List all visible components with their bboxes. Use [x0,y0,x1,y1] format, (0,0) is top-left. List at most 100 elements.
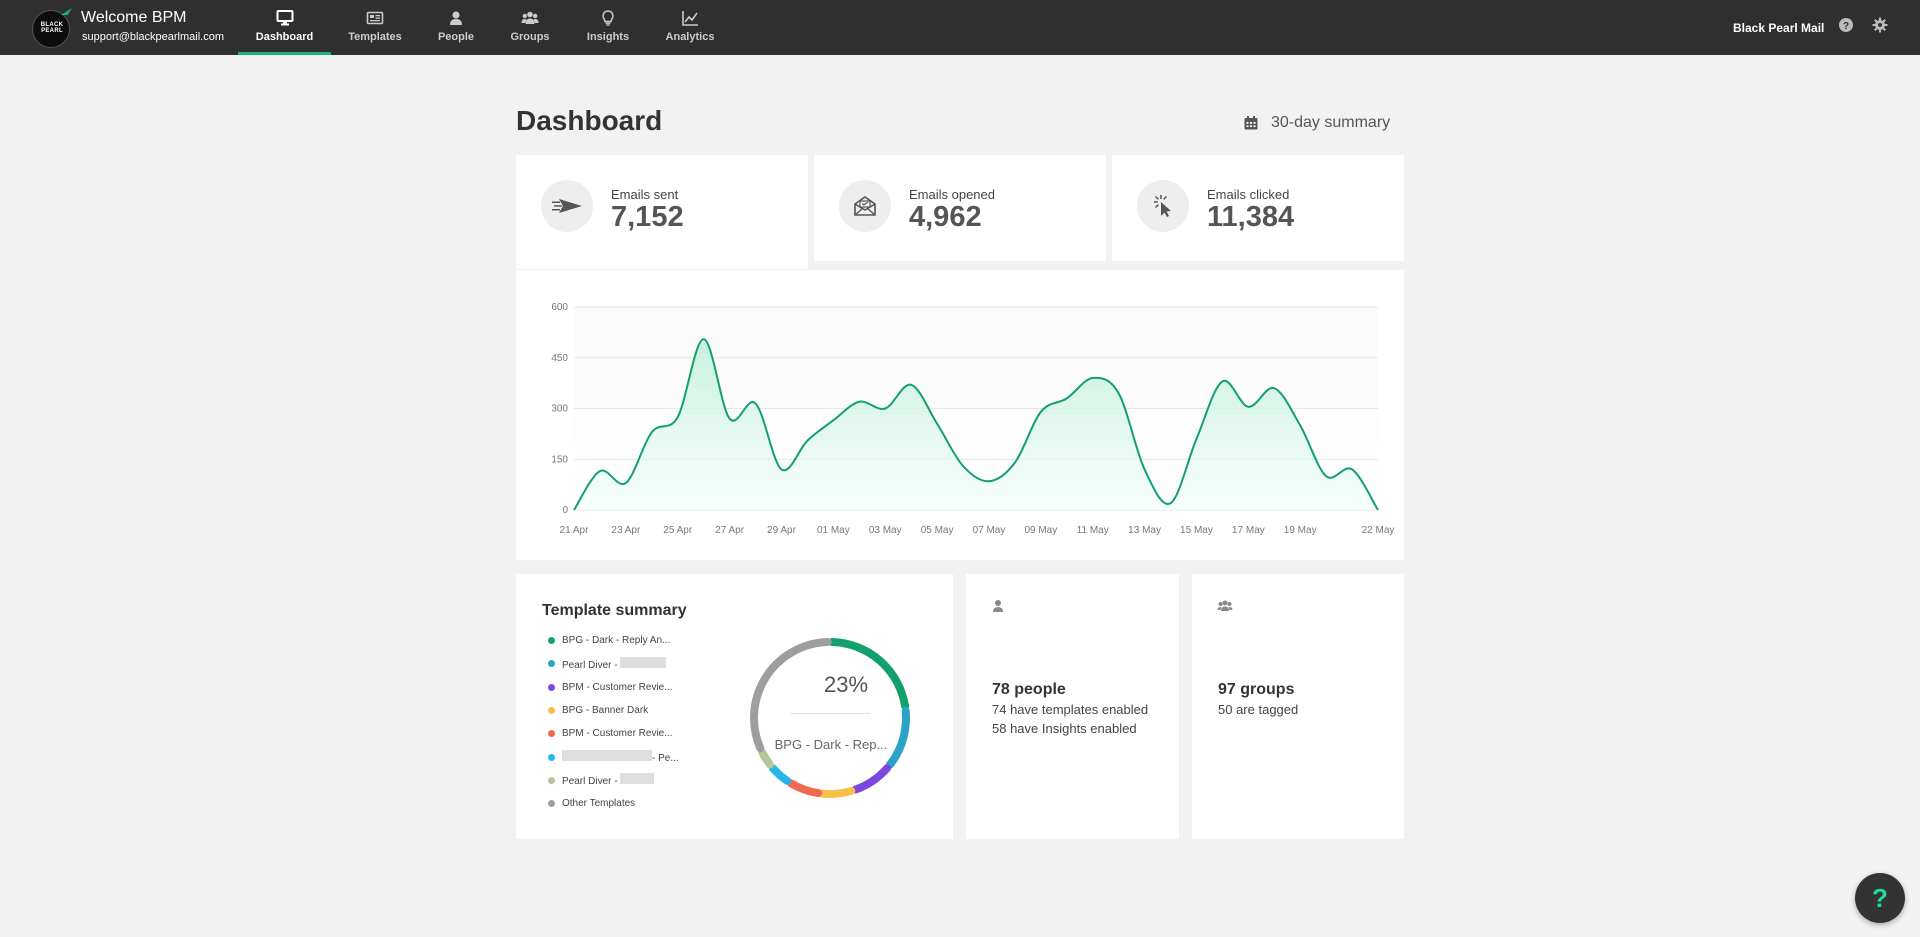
donut-separator [790,713,870,714]
x-tick-label: 19 May [1284,525,1317,536]
redacted-text [620,773,655,785]
x-tick-label: 22 May [1362,525,1395,536]
svg-text:?: ? [1843,21,1849,32]
legend-label: BPM - Customer Revie... [562,728,673,740]
y-tick-label: 0 [562,505,568,516]
series-area [574,339,1378,510]
x-tick-label: 01 May [817,525,850,536]
nav-label: Analytics [665,31,715,43]
nav-people[interactable]: People [426,0,486,55]
legend-label: Pearl Diver - [562,656,667,671]
summary-period-selector[interactable]: 30-day summary [1243,114,1390,132]
stat-icon-wrap [541,180,593,232]
logo-flag-icon [61,8,72,15]
nav-label: Dashboard [255,31,314,43]
y-tick-label: 600 [551,302,568,313]
stat-card-emails-clicked[interactable]: Emails clicked 11,384 [1112,155,1404,261]
legend-item[interactable]: BPM - Customer Revie... [548,722,679,745]
legend-label: Pearl Diver - [562,773,655,787]
x-tick-label: 27 Apr [715,525,745,536]
x-tick-label: 07 May [973,525,1006,536]
groups-tagged: 50 are tagged [1218,702,1299,717]
legend-item[interactable]: BPG - Dark - Reply An... [548,629,679,652]
legend-color-dot [548,683,555,691]
stat-value: 11,384 [1207,201,1295,233]
legend-color-dot [548,730,555,738]
nav-insights[interactable]: Insights [582,0,634,55]
emails-area-chart[interactable]: 21 Apr 23 Apr 25 Apr 27 Apr 29 Apr 01 May 03 M… [516,270,1404,560]
monitor-icon [276,10,293,26]
legend-color-dot [548,707,555,715]
groups-card[interactable]: 97 groups 50 are tagged [1192,574,1404,839]
legend-color-dot [548,753,555,761]
paper-plane-icon [552,199,582,213]
legend-color-dot [548,660,555,668]
user-icon [993,600,1003,612]
stat-card-emails-opened[interactable]: Emails opened 4,962 [814,155,1106,261]
legend-item[interactable]: Pearl Diver - [548,652,679,675]
brand-name: Black Pearl Mail [1733,21,1825,35]
legend-item[interactable]: BPM - Customer Revie... [548,676,679,699]
emails-chart-card: 21 Apr 23 Apr 25 Apr 27 Apr 29 Apr 01 May 03 M… [516,270,1404,560]
y-tick-label: 150 [551,454,568,465]
legend-label: BPG - Banner Dark [562,705,649,717]
x-tick-label: 05 May [921,525,954,536]
user-icon [450,11,462,25]
y-tick-label: 300 [551,404,568,415]
chart-y-axis: 0 150 300 450 600 [551,302,568,516]
stat-value: 7,152 [611,201,684,233]
x-tick-label: 25 Apr [663,525,693,536]
nav-analytics[interactable]: Analytics [662,0,718,55]
welcome-text: Welcome BPM [81,9,187,26]
nav-groups[interactable]: Groups [503,0,557,55]
stat-value: 4,962 [909,201,982,233]
donut-segment [818,786,856,798]
line-chart-icon [682,11,698,26]
legend-item[interactable]: BPG - Banner Dark [548,699,679,722]
people-count: 78 people [992,681,1066,698]
template-donut-chart[interactable] [744,632,916,804]
x-tick-label: 09 May [1024,525,1057,536]
chart-x-axis: 21 Apr 23 Apr 25 Apr 27 Apr 29 Apr 01 May 03 M… [560,525,1395,536]
stat-label: Emails sent [611,187,679,202]
nav-templates[interactable]: Templates [338,0,412,55]
x-tick-label: 21 Apr [560,525,590,536]
stat-icon-wrap [839,180,891,232]
groups-count: 97 groups [1218,681,1295,698]
people-templates-enabled: 74 have templates enabled [992,702,1149,717]
nav-label: Templates [348,31,402,43]
people-card[interactable]: 78 people 74 have templates enabled 58 h… [966,574,1179,839]
x-tick-label: 17 May [1232,525,1265,536]
legend-item[interactable]: Other Templates [548,792,679,815]
donut-percent: 23% [823,672,869,697]
help-circle-icon[interactable]: ? [1838,17,1854,33]
legend-label: BPM - Customer Revie... [562,681,673,693]
nav-dashboard[interactable]: Dashboard [238,0,331,55]
chart-series [573,338,1379,511]
legend-label: - Pe... [562,750,679,764]
legend-label: BPG - Dark - Reply An... [562,635,671,647]
donut-segment [758,748,774,769]
stat-card-emails-sent[interactable]: Emails sent 7,152 [516,155,808,269]
users-icon [1217,600,1233,611]
top-navigation-bar: BLACK PEARL Welcome BPM support@blackpea… [0,0,1920,55]
summary-label: 30-day summary [1271,114,1391,131]
template-summary-title: Template summary [542,602,687,619]
donut-segment [750,638,832,753]
donut-label: BPG - Dark - Rep... [774,737,888,752]
newspaper-icon [366,11,384,25]
help-floating-button[interactable]: ? [1855,873,1905,923]
donut-segment [768,764,792,785]
nav-label: Groups [510,31,550,43]
envelope-open-icon [854,196,876,216]
nav-label: People [437,31,475,43]
account-email: support@blackpearlmail.com [82,31,225,43]
legend-item[interactable]: Pearl Diver - [548,769,679,792]
nav-label: Insights [586,31,630,43]
legend-item[interactable]: - Pe... [548,745,679,768]
black-pearl-logo[interactable]: BLACK PEARL [32,8,72,48]
donut-segment [886,706,910,769]
gear-icon[interactable] [1872,17,1888,33]
x-tick-label: 29 Apr [767,525,797,536]
calendar-icon [1244,116,1258,130]
